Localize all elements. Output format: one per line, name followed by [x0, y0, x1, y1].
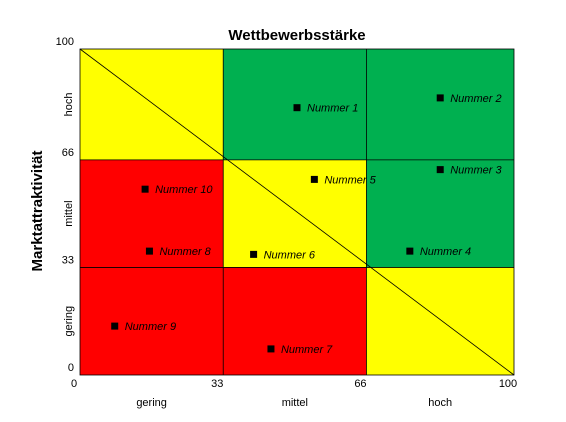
y-tick-label: 100 [56, 36, 74, 48]
x-tick-label: 33 [211, 378, 223, 390]
data-point-marker [437, 166, 444, 173]
data-point-marker [437, 94, 444, 101]
y-axis-label: Marktattraktivität [29, 151, 46, 272]
data-point-label: Nummer 5 [324, 174, 376, 186]
zone-cell [223, 267, 366, 375]
data-point-marker [142, 186, 149, 193]
x-tick-label: 66 [354, 378, 366, 390]
data-point-label: Nummer 1 [307, 103, 358, 115]
data-point-label: Nummer 3 [450, 165, 502, 177]
x-category-label: gering [136, 397, 167, 409]
y-category-label: hoch [63, 92, 75, 116]
data-point-label: Nummer 4 [420, 246, 471, 258]
data-point-marker [250, 251, 257, 258]
x-category-label: hoch [428, 397, 452, 409]
data-point-label: Nummer 10 [155, 184, 213, 196]
x-category-label: mittel [282, 397, 308, 409]
x-tick-label: 0 [71, 378, 77, 390]
data-point-label: Nummer 7 [281, 344, 333, 356]
data-point-marker [267, 345, 274, 352]
data-point-marker [146, 248, 153, 255]
data-point-marker [294, 104, 301, 111]
data-point-label: Nummer 2 [450, 93, 501, 105]
data-point-marker [111, 323, 118, 330]
data-point-label: Nummer 9 [125, 321, 176, 333]
y-category-label: mittel [63, 200, 75, 226]
y-tick-label: 33 [62, 254, 74, 266]
data-point-label: Nummer 6 [264, 249, 316, 261]
y-category-label: gering [63, 306, 75, 337]
data-point-marker [406, 248, 413, 255]
y-tick-label: 0 [68, 362, 74, 374]
data-point-label: Nummer 8 [159, 246, 211, 258]
y-tick-label: 66 [62, 147, 74, 159]
x-tick-label: 100 [499, 378, 517, 390]
chart-title: Wettbewerbsstärke [228, 27, 365, 44]
data-point-marker [311, 176, 318, 183]
